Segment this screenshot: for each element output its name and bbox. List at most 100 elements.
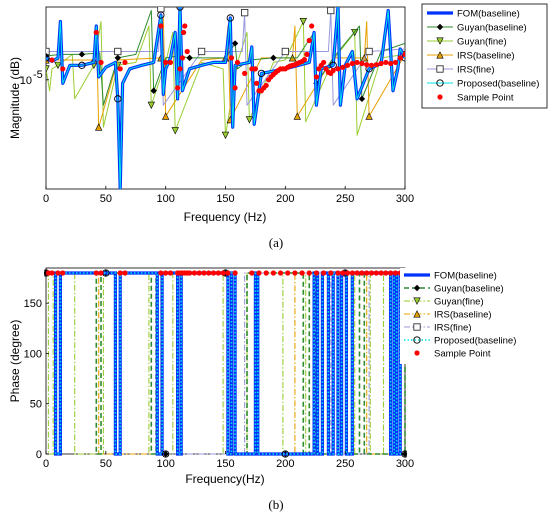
sample-point xyxy=(181,29,187,36)
sample-point xyxy=(60,66,66,72)
series-marker xyxy=(281,47,289,56)
sample-point xyxy=(373,62,379,68)
legend-marker xyxy=(413,297,421,305)
legend-label: Sample Point xyxy=(434,349,491,360)
series-marker xyxy=(401,450,407,458)
x-tick-label: 50 xyxy=(100,193,112,205)
legend-label: IRS(baseline) xyxy=(434,310,492,321)
sample-point xyxy=(263,270,269,276)
legend-marker xyxy=(436,37,444,45)
series-marker xyxy=(245,116,254,124)
sample-point xyxy=(368,270,375,276)
x-tick-label: 200 xyxy=(276,458,294,470)
sample-point xyxy=(335,270,341,276)
legend: FOM(baseline) Guyan(baseline) Guyan(fine) I… xyxy=(421,3,548,109)
magnitude-chart: 0 50 100 150 200 250 300 10 -5 Frequency (Hz) Ma… xyxy=(8,3,548,250)
sample-point xyxy=(49,57,55,63)
x-tick-label: 250 xyxy=(336,458,354,470)
legend-item-fom-baseline: FOM(baseline) xyxy=(427,9,520,20)
series-marker xyxy=(161,112,170,120)
sample-point xyxy=(93,29,99,36)
sample-point xyxy=(98,270,104,276)
sample-point xyxy=(228,55,235,61)
series-marker xyxy=(157,7,165,13)
y-tick-label: 10 xyxy=(20,75,32,87)
y-axis-label: Magnitude (dB) xyxy=(8,57,22,139)
legend-item-fom-baseline: FOM(baseline) xyxy=(404,271,497,282)
sample-point xyxy=(349,60,355,67)
sample-point xyxy=(184,48,190,55)
legend-item-proposed-baseline: Proposed(baseline) xyxy=(427,79,539,90)
legend-marker xyxy=(413,284,421,292)
sample-point xyxy=(60,270,66,276)
legend-item-irs-fine: IRS(fine) xyxy=(404,323,471,334)
sample-point xyxy=(373,270,379,276)
x-axis-label: Frequency (Hz) xyxy=(184,210,267,224)
x-tick-label: 150 xyxy=(216,458,234,470)
legend-item-guyan-baseline: Guyan(baseline) xyxy=(427,23,527,34)
sample-point xyxy=(249,270,255,276)
legend-marker xyxy=(436,65,444,73)
x-tick-label: 200 xyxy=(276,193,294,205)
legend-label: FOM(baseline) xyxy=(434,271,497,282)
sample-point xyxy=(321,270,327,276)
sample-point xyxy=(196,270,202,276)
legend-label: IRS(fine) xyxy=(434,323,471,334)
series-sample-point xyxy=(45,270,407,276)
sample-point xyxy=(225,270,231,276)
sample-point xyxy=(210,270,217,276)
legend-label: Guyan(fine) xyxy=(434,297,484,308)
legend-marker xyxy=(436,79,444,87)
sample-point xyxy=(392,270,399,276)
legend-marker xyxy=(413,323,421,331)
sample-point xyxy=(98,59,104,66)
series-marker xyxy=(114,47,122,56)
series-marker xyxy=(358,95,366,103)
series-marker xyxy=(176,7,184,11)
sample-point xyxy=(378,60,384,67)
series-marker xyxy=(162,450,170,458)
legend-label: IRS(fine) xyxy=(457,65,494,76)
sample-point xyxy=(344,270,351,276)
series-group xyxy=(46,7,405,189)
x-tick-label: 0 xyxy=(43,458,49,470)
sample-point xyxy=(340,270,346,276)
series-marker xyxy=(157,11,165,19)
phase-chart: 0 50 100 150 200 250 300 0 50 100 150 Frequency(Hz… xyxy=(8,267,548,512)
series-marker xyxy=(114,95,122,103)
legend-item-guyan-fine: Guyan(fine) xyxy=(404,297,484,308)
caption: (b) xyxy=(268,497,283,512)
sample-point xyxy=(364,270,370,276)
legend-item-irs-baseline: IRS(baseline) xyxy=(427,51,515,62)
series-marker xyxy=(46,47,50,56)
legend-item-irs-baseline: IRS(baseline) xyxy=(404,310,492,321)
sample-point xyxy=(158,270,164,276)
sample-point xyxy=(304,51,310,57)
sample-point xyxy=(340,64,346,70)
sample-point xyxy=(364,62,370,68)
series-sample-point xyxy=(49,23,405,94)
series-marker xyxy=(46,54,50,62)
series-marker xyxy=(78,51,86,58)
sample-point xyxy=(122,59,128,66)
series-marker xyxy=(365,112,373,120)
series-marker xyxy=(150,87,157,94)
sample-point xyxy=(254,80,260,86)
legend-marker xyxy=(413,310,421,318)
sample-point xyxy=(344,62,351,68)
caption: (a) xyxy=(269,235,283,250)
legend: FOM(baseline) Guyan(baseline) Guyan(fine) I… xyxy=(400,268,548,364)
series-marker xyxy=(186,54,193,62)
x-tick-label: 50 xyxy=(100,458,112,470)
series-line xyxy=(46,8,405,106)
series-irs-fine xyxy=(46,7,405,106)
y-tick-label: 0 xyxy=(36,449,42,461)
sample-point xyxy=(232,270,238,276)
legend-label: Proposed(baseline) xyxy=(434,336,516,347)
sample-point xyxy=(179,55,186,61)
legend-marker xyxy=(436,51,444,59)
sample-point xyxy=(163,59,169,66)
axes: 0 50 100 150 200 250 300 10 -5 xyxy=(20,69,414,205)
legend-item-sample-point: Sample Point xyxy=(414,349,491,360)
sample-point xyxy=(402,51,405,57)
